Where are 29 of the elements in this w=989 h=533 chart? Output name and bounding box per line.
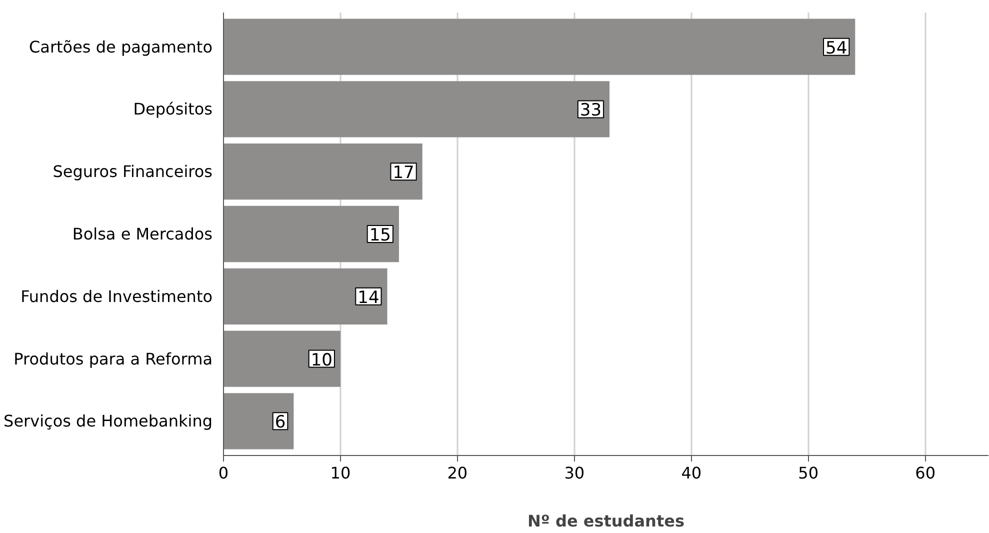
- x-tick-label: 10: [330, 464, 351, 482]
- x-tick-label: 0: [218, 464, 229, 482]
- data-label: 15: [369, 226, 391, 246]
- data-label: 33: [580, 100, 602, 121]
- data-label: 14: [358, 288, 380, 308]
- bar: [224, 393, 294, 450]
- data-label: 10: [310, 350, 332, 370]
- y-tick-label: Produtos para a Reforma: [14, 349, 213, 368]
- bar: [224, 81, 610, 138]
- bar: [224, 268, 388, 324]
- y-tick-label: Serviços de Homebanking: [4, 412, 213, 431]
- y-tick-label: Cartões de pagamento: [28, 37, 213, 56]
- data-label: 54: [826, 38, 848, 58]
- x-tick-label: 60: [915, 464, 936, 482]
- x-tick-label: 20: [447, 464, 468, 482]
- x-axis-title: Nº de estudantes: [528, 512, 684, 530]
- x-tick-label: 50: [798, 464, 819, 482]
- y-tick-label: Bolsa e Mercados: [72, 224, 212, 244]
- y-tick-label: Seguros Financeiros: [52, 162, 213, 182]
- data-label: 6: [274, 412, 286, 433]
- bar: [224, 18, 856, 75]
- bar: [224, 206, 399, 262]
- y-tick-label: Fundos de Investimento: [20, 286, 212, 306]
- x-tick-label: 30: [564, 464, 585, 482]
- bar: [224, 144, 422, 200]
- x-tick-label: 40: [681, 464, 702, 482]
- y-tick-label: Depósitos: [133, 100, 213, 119]
- data-label: 17: [392, 163, 414, 184]
- bar: [224, 330, 340, 387]
